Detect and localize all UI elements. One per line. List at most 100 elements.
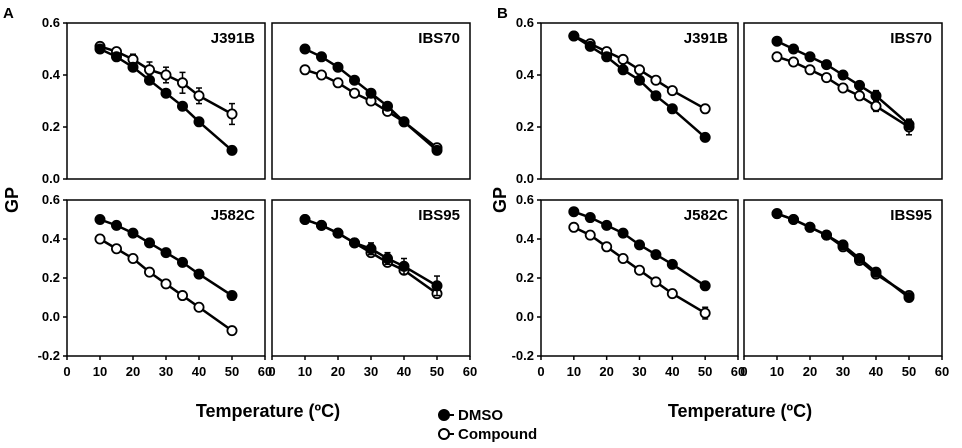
data-point-compound	[332, 77, 344, 89]
subplot-title: IBS70	[890, 30, 932, 47]
data-point-dmso	[160, 87, 172, 99]
data-point-dmso	[601, 51, 613, 63]
data-point-dmso	[176, 100, 188, 112]
data-point-dmso	[771, 35, 783, 47]
data-point-dmso	[160, 247, 172, 259]
data-point-dmso	[584, 40, 596, 52]
data-point-dmso	[870, 266, 882, 278]
x-tick-label: 20	[599, 364, 613, 379]
data-point-dmso	[634, 239, 646, 251]
data-point-compound	[666, 288, 678, 300]
y-tick-label: 0.0	[516, 171, 534, 186]
y-axis-label-a: GP	[2, 187, 22, 213]
subplot-title: IBS95	[890, 207, 932, 224]
subplot-a-j391b: 0.0 0.2 0.4 0.6 J391B	[42, 15, 266, 186]
panel-label-a: A	[3, 5, 14, 22]
data-point-compound	[666, 85, 678, 97]
data-point-compound	[143, 266, 155, 278]
data-point-dmso	[365, 243, 377, 255]
data-point-dmso	[804, 221, 816, 233]
legend-marker-compound	[438, 428, 450, 440]
data-point-dmso	[127, 61, 139, 73]
x-tick-label: 0	[740, 364, 747, 379]
x-tick-label: 50	[902, 364, 916, 379]
x-tick-label: 10	[770, 364, 784, 379]
plot-frame	[743, 22, 943, 180]
data-point-dmso	[666, 103, 678, 115]
data-point-dmso	[584, 212, 596, 224]
x-tick-label: 40	[192, 364, 206, 379]
data-point-compound	[193, 301, 205, 313]
data-point-dmso	[111, 51, 123, 63]
data-point-compound	[111, 243, 123, 255]
x-tick-label: 50	[225, 364, 239, 379]
x-tick-label: 60	[463, 364, 477, 379]
subplot-a-j582c: -0.2 0.0 0.2 0.4 0.6 0 10 20 30 40 50 60 J582C	[38, 192, 273, 379]
data-point-dmso	[568, 206, 580, 218]
data-point-compound	[788, 56, 800, 68]
legend-label-compound: Compound	[458, 426, 537, 443]
data-point-compound	[634, 264, 646, 276]
data-point-dmso	[617, 64, 629, 76]
data-point-dmso	[699, 280, 711, 292]
data-point-dmso	[143, 237, 155, 249]
data-point-compound	[160, 69, 172, 81]
data-point-dmso	[771, 208, 783, 220]
x-tick-label: 50	[698, 364, 712, 379]
x-tick-label: 20	[803, 364, 817, 379]
legend-marker-dmso	[438, 409, 450, 421]
data-point-dmso	[299, 213, 311, 225]
data-point-dmso	[650, 249, 662, 261]
data-point-compound	[821, 72, 833, 84]
data-point-compound	[127, 252, 139, 264]
y-tick-label: 0.2	[42, 119, 60, 134]
data-point-dmso	[332, 61, 344, 73]
series-line-dmso	[573, 34, 706, 139]
x-tick-label: 10	[298, 364, 312, 379]
data-point-compound	[299, 64, 311, 76]
data-point-dmso	[348, 237, 360, 249]
x-tick-label: 0	[63, 364, 70, 379]
plot-frame	[66, 22, 266, 180]
subplot-a-ibs95: 0 10 20 30 40 50 60 IBS95	[268, 199, 477, 379]
data-point-dmso	[431, 144, 443, 156]
data-point-dmso	[601, 219, 613, 231]
subplot-title: J582C	[684, 207, 728, 224]
data-point-dmso	[398, 116, 410, 128]
data-point-dmso	[650, 90, 662, 102]
data-point-compound	[160, 278, 172, 290]
y-tick-label: -0.2	[38, 348, 60, 363]
data-point-dmso	[381, 100, 393, 112]
data-point-dmso	[332, 227, 344, 239]
y-tick-label: -0.2	[512, 348, 534, 363]
subplot-title: J391B	[211, 30, 255, 47]
data-point-compound	[617, 252, 629, 264]
plot-frame	[540, 22, 739, 180]
y-tick-label: 0.6	[516, 192, 534, 207]
panel-label-b: B	[497, 5, 508, 22]
data-point-dmso	[94, 213, 106, 225]
data-point-compound	[650, 74, 662, 86]
y-tick-label: 0.4	[42, 67, 61, 82]
y-tick-label: 0.0	[516, 309, 534, 324]
subplot-title: J582C	[211, 207, 255, 224]
data-point-dmso	[617, 227, 629, 239]
data-point-dmso	[788, 213, 800, 225]
series-line-dmso	[99, 47, 233, 152]
y-tick-label: 0.0	[42, 309, 60, 324]
data-point-compound	[771, 51, 783, 63]
data-point-dmso	[837, 69, 849, 81]
data-point-dmso	[193, 116, 205, 128]
y-tick-label: 0.6	[42, 192, 60, 207]
data-point-compound	[854, 90, 866, 102]
x-tick-label: 60	[731, 364, 745, 379]
y-tick-label: 0.4	[42, 231, 61, 246]
subplot-title: IBS70	[418, 30, 460, 47]
data-point-compound	[699, 103, 711, 115]
x-tick-label: 30	[364, 364, 378, 379]
data-point-compound	[226, 108, 238, 120]
data-point-dmso	[821, 59, 833, 71]
x-tick-label: 60	[258, 364, 272, 379]
data-point-compound	[870, 100, 882, 112]
data-point-dmso	[398, 260, 410, 272]
